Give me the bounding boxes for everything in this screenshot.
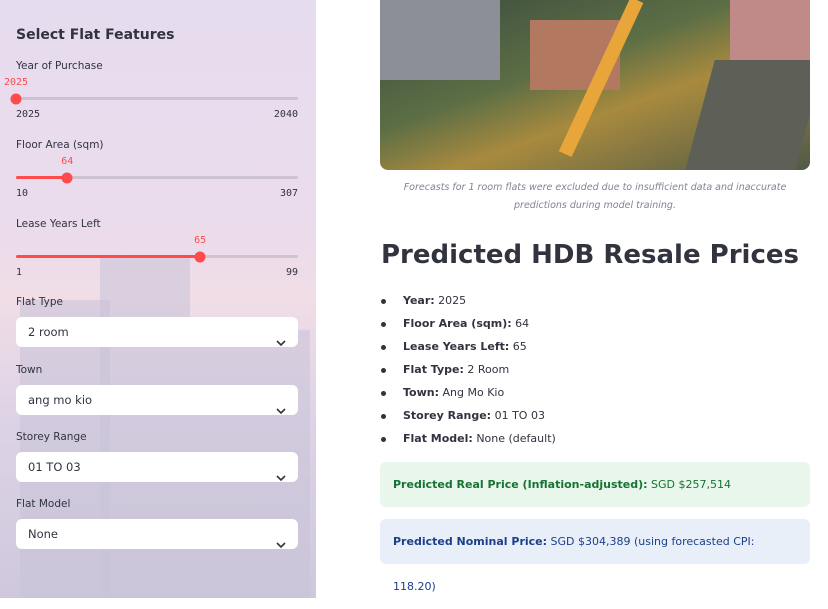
chevron-icon	[276, 475, 286, 482]
hero-image	[380, 0, 810, 170]
select-box[interactable]: 2 room	[16, 317, 298, 347]
heading: Predicted HDB Resale Prices	[381, 240, 799, 270]
detail-label: Year:	[403, 294, 435, 307]
slider-value: 65	[194, 235, 207, 246]
select-value: 01 TO 03	[28, 460, 81, 474]
result-value: SGD $304,389 (using forecasted CPI: 118.…	[393, 535, 755, 593]
detail-label: Lease Years Left:	[403, 340, 510, 353]
bullet	[381, 368, 386, 373]
chevron	[276, 530, 286, 560]
detail-item: Year: 2025	[403, 294, 466, 307]
slider-min: 10	[16, 188, 29, 199]
chevron-icon	[276, 340, 286, 347]
chevron	[276, 396, 286, 426]
slider-label: Lease Years Left	[16, 218, 101, 230]
detail-value: 2025	[438, 294, 467, 307]
slider-value: 64	[61, 156, 74, 167]
building	[380, 0, 500, 80]
chevron-icon	[276, 542, 286, 549]
select-box[interactable]: 01 TO 03	[16, 452, 298, 482]
detail-value: 01 TO 03	[494, 409, 545, 422]
slider-max: 307	[279, 188, 298, 199]
bullet	[381, 437, 386, 442]
select-label: Flat Type	[16, 296, 63, 308]
slider-min: 2025	[16, 109, 41, 120]
chevron-icon	[276, 408, 286, 415]
slider-fill	[16, 255, 201, 258]
select-value: None	[28, 527, 59, 541]
detail-item: Flat Model: None (default)	[403, 432, 556, 445]
slider-thumb[interactable]	[10, 93, 22, 104]
detail-label: Storey Range:	[403, 409, 492, 422]
select-box[interactable]: ang mo kio	[16, 385, 298, 415]
building	[730, 0, 810, 60]
detail-value: 65	[512, 340, 527, 353]
slider-min: 1	[16, 267, 23, 278]
result-label: Predicted Nominal Price:	[393, 535, 548, 548]
detail-label: Floor Area (sqm):	[403, 317, 512, 330]
select-value: ang mo kio	[28, 393, 93, 407]
chevron	[276, 463, 286, 493]
result-label: Predicted Real Price (Inflation-adjusted…	[393, 478, 648, 491]
detail-item: Flat Type: 2 Room	[403, 363, 509, 376]
slider-track	[16, 97, 298, 100]
sidebar: Select Flat Features Year of Purchase 202…	[0, 0, 316, 598]
detail-value: Ang Mo Kio	[442, 386, 505, 399]
detail-label: Flat Type:	[403, 363, 464, 376]
detail-label: Town:	[403, 386, 439, 399]
bullet	[381, 414, 386, 419]
sidebar-title: Select Flat Features	[16, 27, 175, 43]
select-label: Flat Model	[16, 498, 71, 510]
select-value: 2 room	[28, 325, 69, 339]
result-value: SGD $257,514	[651, 478, 731, 491]
result-real: Predicted Real Price (Inflation-adjusted…	[380, 462, 810, 507]
bullet	[381, 299, 386, 304]
detail-item: Storey Range: 01 TO 03	[403, 409, 545, 422]
detail-value: None (default)	[476, 432, 556, 445]
slider-label: Year of Purchase	[16, 60, 103, 72]
detail-item: Lease Years Left: 65	[403, 340, 527, 353]
slider-value: 2025	[3, 77, 29, 88]
bullet	[381, 322, 386, 327]
select-box[interactable]: None	[16, 519, 298, 549]
detail-item: Town: Ang Mo Kio	[403, 386, 504, 399]
caption: Forecasts for 1 room flats were excluded…	[403, 182, 787, 211]
detail-item: Floor Area (sqm): 64	[403, 317, 529, 330]
select-label: Storey Range	[16, 431, 87, 443]
slider-fill	[16, 176, 68, 179]
slider-label: Floor Area (sqm)	[16, 139, 104, 151]
bullet	[381, 345, 386, 350]
select-label: Town	[16, 364, 43, 376]
detail-value: 2 Room	[467, 363, 510, 376]
slider-track	[16, 176, 298, 179]
slider-thumb[interactable]	[61, 172, 73, 183]
detail-label: Flat Model:	[403, 432, 473, 445]
slider-max: 99	[285, 267, 298, 278]
detail-value: 64	[515, 317, 530, 330]
slider-max: 2040	[273, 109, 298, 120]
result-nominal: Predicted Nominal Price: SGD $304,389 (u…	[380, 519, 810, 593]
chevron	[276, 328, 286, 358]
bullet	[381, 391, 386, 396]
slider-thumb[interactable]	[194, 251, 206, 262]
building	[685, 60, 810, 170]
